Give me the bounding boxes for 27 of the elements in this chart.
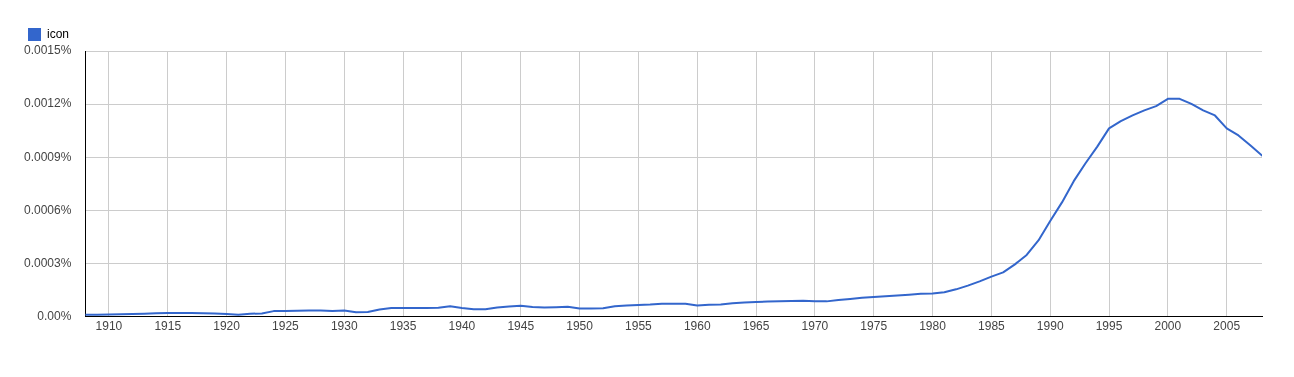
x-tick-label: 1915 (154, 319, 182, 334)
x-tick-label: 1985 (978, 319, 1006, 334)
x-tick-label: 2005 (1213, 319, 1241, 334)
y-tick-label: 0.0015% (24, 43, 72, 58)
x-tick-label: 1990 (1036, 319, 1064, 334)
x-tick-label: 1930 (330, 319, 358, 334)
x-tick-label: 1925 (272, 319, 300, 334)
x-tick-label: 2000 (1154, 319, 1182, 334)
y-tick-label: 0.0003% (24, 255, 72, 270)
x-tick-label: 1965 (742, 319, 770, 334)
x-tick-label: 1955 (625, 319, 653, 334)
x-tick-label: 1940 (448, 319, 476, 334)
x-tick-label: 1935 (389, 319, 417, 334)
x-tick-label: 1945 (507, 319, 535, 334)
y-tick-label: 0.0006% (24, 202, 72, 217)
legend-label: icon (47, 26, 70, 41)
x-tick-label: 1950 (566, 319, 594, 334)
x-tick-label: 1910 (95, 319, 123, 334)
y-tick-label: 0.00% (37, 308, 72, 323)
x-tick-label: 1980 (919, 319, 947, 334)
x-tick-label: 1995 (1095, 319, 1123, 334)
x-tick-label: 1970 (801, 319, 829, 334)
y-tick-label: 0.0009% (24, 149, 72, 164)
x-tick-label: 1975 (860, 319, 888, 334)
x-tick-label: 1920 (213, 319, 241, 334)
y-tick-label: 0.0012% (24, 96, 72, 111)
x-tick-label: 1960 (683, 319, 711, 334)
